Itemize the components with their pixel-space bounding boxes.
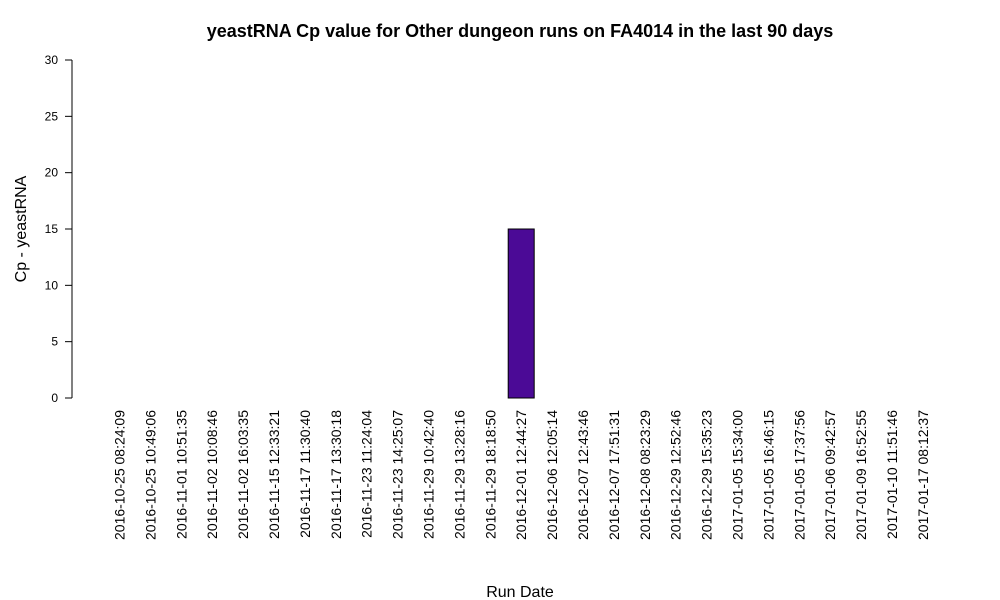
x-tick-label: 2017-01-10 11:51:46 — [884, 410, 900, 539]
y-tick-label: 15 — [45, 222, 59, 236]
chart-title: yeastRNA Cp value for Other dungeon runs… — [207, 21, 833, 41]
x-axis-tick-labels: 2016-10-25 08:24:09 2016-10-25 10:49:06 20… — [112, 410, 931, 540]
y-axis-label: Cp - yeastRNA — [13, 175, 30, 282]
bars — [507, 228, 535, 399]
x-tick-label: 2016-11-02 16:03:35 — [235, 410, 251, 539]
x-tick-label: 2017-01-05 17:37:56 — [791, 410, 807, 540]
y-tick-label: 25 — [45, 109, 59, 123]
x-tick-label: 2016-10-25 10:49:06 — [142, 410, 158, 540]
x-tick-label: 2017-01-06 09:42:57 — [822, 410, 838, 540]
x-tick-label: 2016-12-07 17:51:31 — [606, 410, 622, 540]
x-tick-label: 2017-01-17 08:12:37 — [915, 410, 931, 540]
x-tick-label: 2017-01-05 16:46:15 — [760, 410, 776, 540]
x-tick-label: 2016-11-17 13:30:18 — [328, 410, 344, 539]
x-tick-label: 2016-11-01 10:51:35 — [173, 410, 189, 539]
x-tick-label: 2016-11-23 14:25:07 — [390, 410, 406, 539]
x-tick-label: 2016-12-07 12:43:46 — [575, 410, 591, 540]
x-tick-label: 2016-12-08 08:23:29 — [637, 410, 653, 540]
x-tick-label: 2016-11-29 10:42:40 — [421, 410, 437, 539]
x-tick-label: 2016-12-06 12:05:14 — [544, 410, 560, 540]
x-tick-label: 2016-10-25 08:24:09 — [112, 410, 128, 540]
x-tick-label: 2016-12-01 12:44:27 — [513, 410, 529, 540]
bar — [507, 228, 535, 399]
y-tick-label: 20 — [45, 166, 59, 180]
x-tick-label: 2016-11-15 12:33:21 — [266, 410, 282, 539]
x-tick-label: 2016-11-17 11:30:40 — [297, 410, 313, 538]
x-tick-label: 2016-11-29 13:28:16 — [451, 410, 467, 539]
x-tick-label: 2016-11-02 10:08:46 — [204, 410, 220, 539]
x-tick-label: 2017-01-09 16:52:55 — [853, 410, 869, 540]
x-tick-label: 2016-12-29 12:52:46 — [668, 410, 684, 540]
x-tick-label: 2016-11-23 11:24:04 — [359, 410, 375, 538]
x-tick-label: 2016-12-29 15:35:23 — [699, 410, 715, 540]
y-tick-label: 10 — [45, 278, 59, 292]
y-axis: 0 5 10 15 20 25 30 — [45, 53, 73, 405]
y-tick-label: 0 — [51, 391, 58, 405]
x-axis-label: Run Date — [486, 584, 554, 600]
x-tick-label: 2017-01-05 15:34:00 — [730, 410, 746, 540]
y-tick-label: 30 — [45, 53, 59, 67]
y-tick-label: 5 — [51, 335, 58, 349]
x-tick-label: 2016-11-29 18:18:50 — [482, 410, 498, 539]
